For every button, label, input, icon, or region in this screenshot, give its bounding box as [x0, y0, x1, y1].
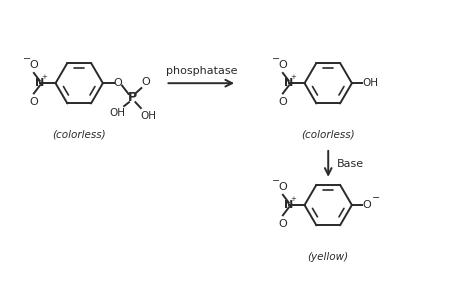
Text: −: − — [272, 176, 280, 186]
Text: −: − — [372, 193, 380, 203]
Text: O: O — [29, 97, 38, 107]
Text: N: N — [284, 78, 293, 88]
Text: +: + — [291, 196, 297, 202]
Text: OH: OH — [140, 111, 156, 121]
Text: +: + — [291, 74, 297, 80]
Text: O: O — [279, 181, 287, 192]
Text: N: N — [284, 200, 293, 210]
Text: −: − — [272, 54, 280, 64]
Text: phosphatase: phosphatase — [165, 66, 237, 76]
Text: (colorless): (colorless) — [53, 130, 106, 140]
Text: +: + — [42, 74, 47, 80]
Text: O: O — [114, 78, 123, 88]
Text: O: O — [29, 60, 38, 70]
Text: Base: Base — [337, 159, 364, 169]
Text: (yellow): (yellow) — [308, 252, 349, 262]
Text: −: − — [23, 54, 31, 64]
Text: P: P — [128, 91, 137, 104]
Text: O: O — [363, 200, 372, 210]
Text: O: O — [279, 60, 287, 70]
Text: O: O — [279, 97, 287, 107]
Text: O: O — [279, 218, 287, 229]
Text: (colorless): (colorless) — [301, 130, 355, 140]
Text: O: O — [141, 77, 150, 87]
Text: OH: OH — [363, 78, 379, 88]
Text: OH: OH — [109, 108, 125, 118]
Text: N: N — [35, 78, 45, 88]
